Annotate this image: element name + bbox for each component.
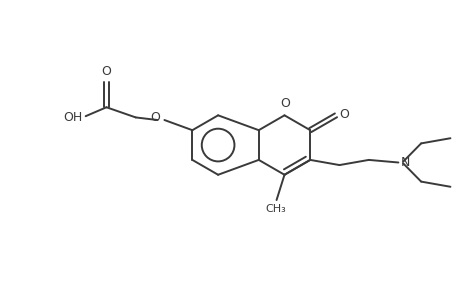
Text: O: O: [150, 110, 160, 124]
Text: N: N: [399, 156, 409, 169]
Text: O: O: [280, 98, 290, 110]
Text: O: O: [101, 65, 111, 78]
Text: OH: OH: [63, 111, 83, 124]
Text: CH₃: CH₃: [265, 204, 285, 214]
Text: O: O: [338, 108, 348, 121]
